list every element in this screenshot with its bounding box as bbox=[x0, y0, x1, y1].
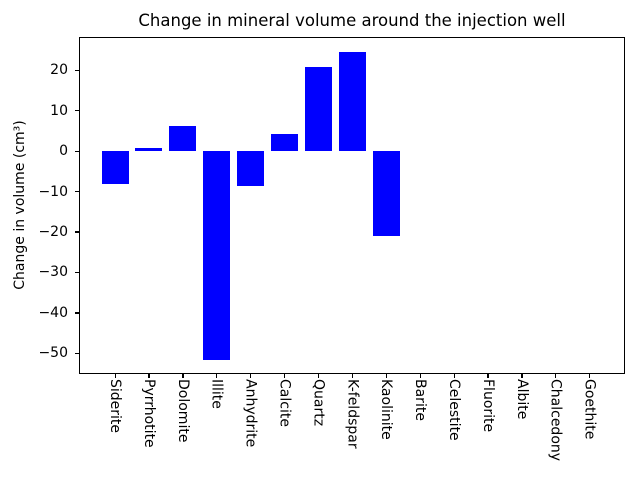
x-tick-mark bbox=[385, 374, 387, 378]
x-tick-label-quartz: Quartz bbox=[310, 379, 327, 427]
x-tick-mark bbox=[114, 374, 116, 378]
bar-k-feldspar bbox=[338, 52, 366, 152]
y-tick-label: −10 bbox=[38, 183, 68, 200]
bar-calcite bbox=[271, 134, 298, 152]
bar-quartz bbox=[304, 67, 332, 152]
x-tick-label-barite: Barite bbox=[412, 379, 429, 421]
plot-area bbox=[79, 37, 625, 374]
x-tick-label-dolomite: Dolomite bbox=[174, 379, 191, 443]
x-tick-label-celestite: Celestite bbox=[446, 379, 462, 441]
y-tick-mark bbox=[75, 352, 79, 355]
y-tick-mark bbox=[75, 231, 79, 233]
x-tick-label-k-feldspar: K-feldspar bbox=[344, 379, 361, 449]
x-tick-mark bbox=[182, 374, 184, 378]
bar-kaolinite bbox=[372, 151, 400, 237]
y-tick-label: −30 bbox=[38, 264, 68, 281]
x-tick-label-fluorite: Fluorite bbox=[479, 379, 496, 433]
y-tick-mark bbox=[75, 69, 79, 71]
x-tick-label-albite: Albite bbox=[513, 379, 530, 420]
y-tick-label: −40 bbox=[38, 304, 68, 321]
x-tick-mark bbox=[521, 374, 523, 378]
y-tick-label: 0 bbox=[59, 143, 68, 160]
x-tick-label-illite: Illite bbox=[208, 379, 225, 409]
x-tick-label-kaolinite: Kaolinite bbox=[378, 379, 395, 440]
y-tick-label: 20 bbox=[50, 62, 68, 79]
x-tick-mark bbox=[148, 374, 150, 378]
x-tick-label-pyrrhotite: Pyrrhotite bbox=[140, 379, 157, 448]
x-tick-mark bbox=[216, 374, 218, 378]
x-tick-label-anhydrite: Anhydrite bbox=[242, 379, 259, 448]
x-tick-mark bbox=[487, 374, 489, 378]
bar-siderite bbox=[101, 151, 129, 185]
y-tick-mark bbox=[75, 312, 79, 314]
y-tick-mark bbox=[75, 191, 79, 193]
x-tick-mark bbox=[317, 374, 320, 378]
y-tick-mark bbox=[75, 271, 79, 274]
y-tick-label: −20 bbox=[38, 223, 68, 240]
x-tick-mark bbox=[555, 374, 557, 378]
x-tick-label-calcite: Calcite bbox=[276, 379, 293, 427]
x-tick-mark bbox=[351, 374, 354, 378]
x-tick-label-siderite: Siderite bbox=[107, 379, 123, 434]
y-tick-mark bbox=[75, 150, 79, 152]
bar-anhydrite bbox=[237, 151, 265, 187]
y-tick-label: 10 bbox=[50, 102, 68, 119]
y-tick-mark bbox=[75, 110, 79, 112]
x-tick-mark bbox=[284, 374, 286, 378]
y-tick-label: −50 bbox=[38, 345, 68, 362]
bar-illite bbox=[203, 151, 231, 360]
x-tick-mark bbox=[589, 374, 591, 378]
x-tick-mark bbox=[453, 374, 455, 378]
x-tick-mark bbox=[419, 374, 421, 378]
chart-title: Change in mineral volume around the inje… bbox=[138, 11, 566, 30]
x-tick-label-goethite: Goethite bbox=[581, 379, 598, 440]
x-tick-mark bbox=[250, 374, 252, 378]
bar-dolomite bbox=[169, 126, 197, 152]
x-tick-label-chalcedony: Chalcedony bbox=[547, 379, 564, 462]
bar-pyrrhotite bbox=[135, 148, 163, 152]
